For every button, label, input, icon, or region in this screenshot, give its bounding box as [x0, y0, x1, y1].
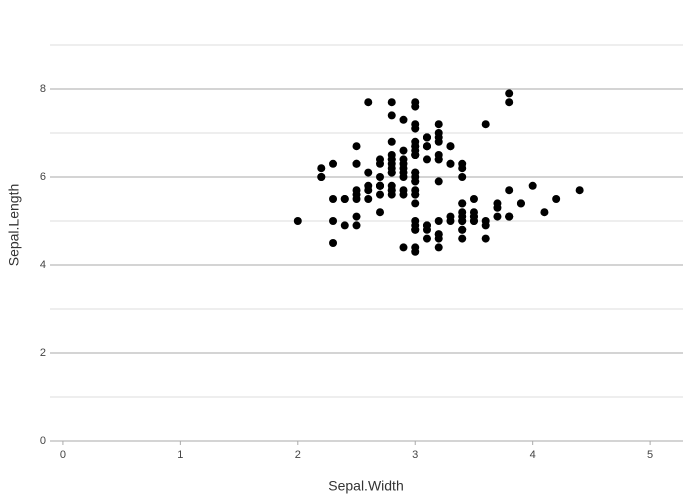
point: [329, 217, 338, 225]
point: [411, 225, 420, 234]
point: [399, 146, 408, 155]
point: [434, 177, 443, 186]
point: [528, 181, 537, 190]
point: [352, 142, 361, 151]
point: [493, 212, 502, 221]
point: [364, 98, 373, 107]
point: [376, 159, 385, 168]
y-tick-label: 2: [40, 347, 46, 359]
point: [364, 168, 373, 177]
point: [352, 195, 361, 203]
x-tick-label: 0: [60, 449, 66, 461]
point: [458, 173, 467, 181]
x-tick-label: 5: [647, 449, 653, 461]
y-tick-label: 8: [40, 83, 46, 95]
point: [411, 151, 420, 159]
point: [352, 186, 361, 195]
point: [399, 159, 408, 168]
y-tick-label: 4: [40, 259, 46, 271]
point: [505, 212, 514, 221]
point: [458, 164, 467, 173]
point: [505, 89, 514, 98]
point: [399, 173, 408, 181]
point: [387, 159, 396, 168]
point: [399, 243, 408, 252]
point: [505, 186, 514, 195]
x-tick-label: 2: [295, 449, 301, 461]
point: [329, 195, 338, 203]
point: [340, 221, 349, 230]
point: [458, 212, 467, 221]
point: [317, 164, 326, 173]
point: [293, 217, 302, 225]
x-tick-label: 1: [177, 449, 183, 461]
point: [422, 234, 431, 243]
point: [434, 155, 443, 164]
point: [446, 217, 455, 225]
point: [376, 190, 385, 199]
point: [481, 120, 490, 129]
y-axis-title: Sepal.Length: [6, 184, 22, 267]
point: [575, 186, 584, 195]
point: [446, 159, 455, 168]
point: [352, 212, 361, 221]
point: [469, 208, 478, 217]
point: [387, 190, 396, 199]
point: [422, 142, 431, 151]
point: [422, 221, 431, 230]
point: [340, 195, 349, 203]
point: [540, 208, 549, 217]
x-tick-label: 3: [412, 449, 418, 461]
x-tick-label: 4: [530, 449, 536, 461]
point: [434, 234, 443, 243]
point: [434, 137, 443, 146]
point: [434, 243, 443, 252]
point: [411, 142, 420, 151]
point: [458, 225, 467, 234]
point: [387, 181, 396, 190]
point: [434, 120, 443, 129]
point: [364, 195, 373, 203]
point: [411, 199, 420, 208]
point: [422, 155, 431, 164]
point: [411, 98, 420, 107]
point: [411, 186, 420, 195]
point: [329, 239, 338, 247]
point: [411, 177, 420, 186]
point: [399, 186, 408, 195]
point: [505, 98, 514, 107]
point: [352, 159, 361, 168]
point: [516, 199, 525, 208]
point: [317, 173, 326, 181]
x-axis-title: Sepal.Width: [328, 478, 403, 494]
y-tick-label: 0: [40, 435, 46, 447]
point: [422, 133, 431, 142]
point: [376, 173, 385, 181]
point: [376, 208, 385, 217]
point: [329, 159, 338, 168]
point: [458, 199, 467, 208]
point: [469, 217, 478, 225]
point: [411, 120, 420, 129]
point: [481, 221, 490, 230]
point: [411, 243, 420, 252]
point: [411, 217, 420, 225]
point: [469, 195, 478, 203]
point: [387, 98, 396, 107]
y-tick-label: 6: [40, 171, 46, 183]
point: [376, 181, 385, 190]
point: [434, 217, 443, 225]
point: [387, 111, 396, 120]
point: [399, 115, 408, 124]
point: [446, 142, 455, 151]
point: [352, 221, 361, 230]
point: [387, 137, 396, 146]
point: [552, 195, 561, 203]
point: [458, 234, 467, 243]
point: [493, 203, 502, 212]
point: [481, 234, 490, 243]
point: [364, 181, 373, 190]
